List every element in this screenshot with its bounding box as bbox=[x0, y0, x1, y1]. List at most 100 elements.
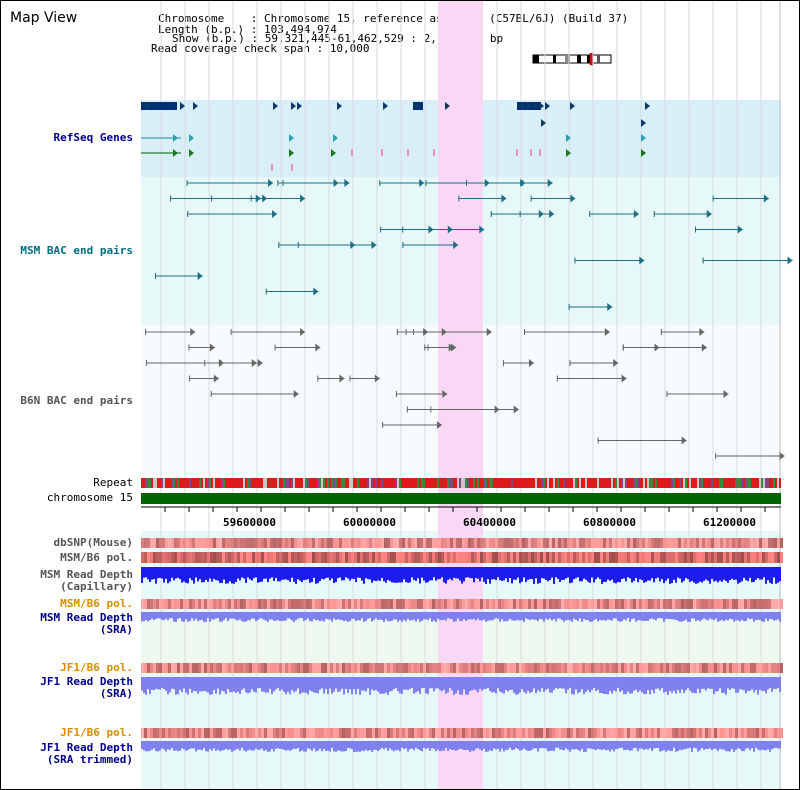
pol-strip-cell bbox=[561, 538, 564, 548]
track-label-jf1-depth-sra[interactable]: JF1 Read Depth (SRA) bbox=[40, 676, 133, 700]
pol-strip-cell bbox=[249, 538, 252, 548]
read-depth-bar bbox=[757, 677, 759, 695]
read-depth-bar bbox=[259, 677, 261, 689]
pol-strip-cell bbox=[339, 663, 342, 673]
chromosome-ideogram[interactable] bbox=[529, 53, 619, 67]
read-depth-bar bbox=[589, 741, 591, 749]
pol-strip-cell bbox=[690, 728, 693, 738]
read-depth-bar bbox=[739, 741, 741, 749]
read-depth-bar bbox=[537, 612, 539, 622]
repeat-mark bbox=[725, 478, 727, 488]
pol-strip-cell bbox=[768, 663, 771, 673]
read-depth-bar bbox=[171, 612, 173, 619]
read-depth-bar bbox=[237, 612, 239, 621]
track-label-refseq[interactable]: RefSeq Genes bbox=[53, 131, 133, 144]
pol-strip-cell bbox=[336, 663, 339, 673]
read-depth-bar bbox=[475, 677, 477, 691]
repeat-mark bbox=[491, 478, 493, 488]
read-depth-bar bbox=[483, 567, 485, 582]
read-depth-bar bbox=[387, 677, 389, 695]
read-depth-bar bbox=[189, 612, 191, 622]
read-depth-bar bbox=[607, 567, 609, 580]
pol-strip-cell bbox=[453, 728, 456, 738]
read-depth-bar bbox=[645, 677, 647, 695]
pol-strip-cell bbox=[150, 599, 153, 609]
pol-strip-cell bbox=[279, 538, 282, 548]
read-depth-bar bbox=[513, 677, 515, 693]
repeat-mark bbox=[205, 478, 207, 488]
track-label-b6n-bac[interactable]: B6N BAC end pairs bbox=[20, 394, 133, 407]
pol-strip-cell bbox=[774, 728, 777, 738]
read-depth-bar bbox=[401, 612, 403, 622]
pol-strip-cell bbox=[627, 663, 630, 673]
pol-strip-cell bbox=[729, 599, 732, 609]
repeat-mark bbox=[751, 478, 753, 488]
read-depth-bar bbox=[599, 612, 601, 620]
read-depth-bar bbox=[441, 677, 443, 692]
track-label-repeat[interactable]: Repeat bbox=[93, 476, 133, 489]
read-depth-bar bbox=[669, 612, 671, 620]
read-depth-bar bbox=[347, 567, 349, 579]
read-depth-bar bbox=[653, 677, 655, 694]
bac-pair-end bbox=[272, 210, 278, 218]
read-depth-bar bbox=[455, 741, 457, 751]
repeat-mark bbox=[469, 478, 471, 488]
read-depth-bar bbox=[567, 677, 569, 690]
track-label-msm-depth-capillary[interactable]: MSM Read Depth (Capillary) bbox=[40, 569, 133, 593]
pol-strip-cell bbox=[162, 552, 165, 563]
read-depth-bar bbox=[275, 612, 277, 621]
repeat-mark bbox=[203, 478, 205, 488]
track-label-chromosome[interactable]: chromosome 15 bbox=[46, 491, 133, 504]
pol-strip-cell bbox=[180, 599, 183, 609]
read-depth-bar bbox=[505, 612, 507, 622]
read-depth-bar bbox=[221, 567, 223, 584]
pol-strip-cell bbox=[381, 728, 384, 738]
repeat-mark bbox=[763, 478, 765, 488]
read-depth-bar bbox=[439, 567, 441, 580]
pol-strip-cell bbox=[297, 663, 300, 673]
gene-arrow bbox=[533, 102, 538, 110]
read-depth-bar bbox=[503, 677, 505, 694]
repeat-mark bbox=[267, 478, 269, 488]
track-label-msm-depth-sra[interactable]: MSM Read Depth (SRA) bbox=[40, 612, 133, 636]
read-depth-bar bbox=[715, 741, 717, 750]
track-label-msm-b6-pol-2[interactable]: MSM/B6 pol. bbox=[60, 597, 133, 610]
pol-strip-cell bbox=[720, 538, 723, 548]
track-label-msm-bac[interactable]: MSM BAC end pairs bbox=[20, 244, 133, 257]
read-depth-bar bbox=[271, 567, 273, 578]
track-label-jf1-depth-trimmed[interactable]: JF1 Read Depth (SRA trimmed) bbox=[40, 742, 133, 766]
pol-strip-cell bbox=[696, 663, 699, 673]
pol-strip-cell bbox=[552, 552, 555, 563]
read-depth-bar bbox=[581, 677, 583, 690]
read-depth-bar bbox=[171, 741, 173, 749]
read-depth-bar bbox=[475, 612, 477, 621]
pol-strip-cell bbox=[438, 538, 441, 548]
read-depth-bar bbox=[519, 741, 521, 751]
read-depth-bar bbox=[671, 567, 673, 584]
pol-strip-cell bbox=[240, 663, 243, 673]
pol-strip-cell bbox=[405, 728, 408, 738]
read-depth-bar bbox=[161, 677, 163, 688]
pol-strip-cell bbox=[498, 538, 501, 548]
read-depth-bar bbox=[269, 677, 271, 689]
read-depth-bar bbox=[363, 567, 365, 584]
pol-strip-cell bbox=[447, 552, 450, 563]
track-label-jf1-b6-pol-2[interactable]: JF1/B6 pol. bbox=[60, 726, 133, 739]
repeat-mark bbox=[453, 478, 455, 488]
pol-strip-cell bbox=[654, 599, 657, 609]
track-label-dbsnp[interactable]: dbSNP(Mouse) bbox=[53, 536, 133, 549]
bac-pair-end bbox=[277, 180, 279, 186]
pol-strip-cell bbox=[747, 552, 750, 563]
read-depth-bar bbox=[233, 567, 235, 584]
pol-strip-cell bbox=[471, 599, 474, 609]
bac-pair-end bbox=[723, 390, 729, 398]
track-label-msm-b6-pol[interactable]: MSM/B6 pol. bbox=[60, 551, 133, 564]
track-label-jf1-b6-pol[interactable]: JF1/B6 pol. bbox=[60, 661, 133, 674]
read-depth-bar bbox=[545, 612, 547, 619]
read-depth-bar bbox=[241, 677, 243, 690]
read-depth-bar bbox=[737, 612, 739, 621]
repeat-mark bbox=[745, 478, 747, 488]
pol-strip-cell bbox=[426, 552, 429, 563]
read-depth-bar bbox=[743, 567, 745, 578]
